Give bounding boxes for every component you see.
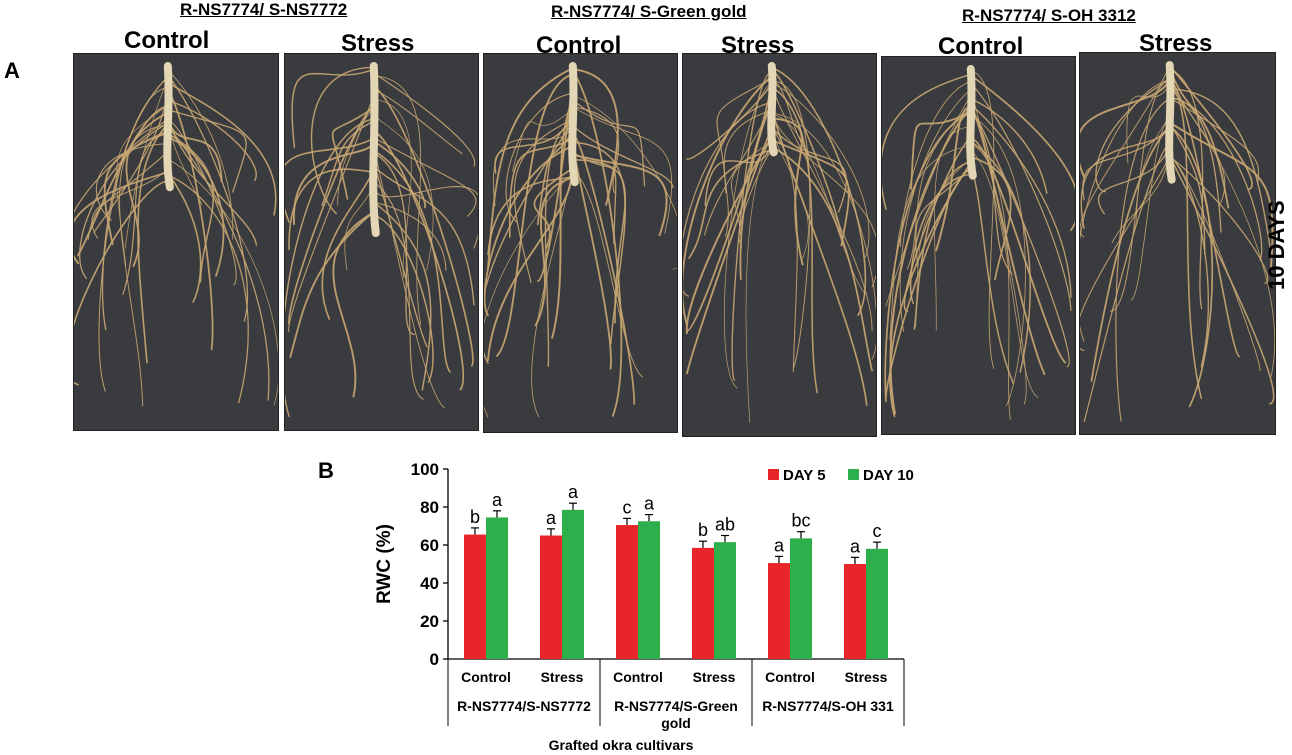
x-tick-label: Stress <box>693 669 736 685</box>
bar-day-5 <box>464 534 486 659</box>
x-tick-label: Control <box>765 669 815 685</box>
bar-day-10 <box>486 517 508 659</box>
root-photo-stress-3 <box>1079 52 1276 435</box>
bar-day-10 <box>866 548 888 659</box>
root-system-image <box>74 54 278 430</box>
root-photo-stress-2 <box>682 53 877 437</box>
group-label: R-NS7774/S-Green <box>614 698 738 714</box>
root-photo-stress-1 <box>284 53 479 431</box>
condition-label-control-3: Control <box>938 33 1024 60</box>
root-photo-control-1 <box>73 53 279 431</box>
x-axis-title: Grafted okra cultivars <box>549 737 694 753</box>
significance-letter: a <box>774 535 785 555</box>
bar-day-5 <box>616 525 638 659</box>
y-axis-title: RWC (%) <box>374 524 395 604</box>
condition-label-control-1: Control <box>124 27 210 54</box>
significance-letter: b <box>470 507 480 527</box>
y-tick-label: 40 <box>420 574 439 593</box>
significance-letter: c <box>623 497 632 517</box>
legend-label: DAY 10 <box>863 467 914 484</box>
group-title-3: R-NS7774/ S-OH 3312 <box>962 6 1136 25</box>
legend-swatch <box>848 469 859 480</box>
x-tick-label: Control <box>613 669 663 685</box>
y-tick-label: 80 <box>420 498 439 517</box>
bar-day-5 <box>768 563 790 659</box>
significance-letter: b <box>698 520 708 540</box>
bar-day-5 <box>692 547 714 659</box>
group-label: R-NS7774/S-NS7772 <box>457 698 591 714</box>
significance-letter: c <box>873 521 882 541</box>
legend-label: DAY 5 <box>783 467 826 484</box>
significance-letter: ab <box>715 515 735 535</box>
significance-letter: a <box>492 490 503 510</box>
root-system-image <box>683 54 876 436</box>
y-tick-label: 0 <box>430 650 439 669</box>
bar-day-10 <box>638 521 660 659</box>
group-title-1: R-NS7774/ S-NS7772 <box>180 0 348 19</box>
group-label: R-NS7774/S-OH 331 <box>762 698 894 714</box>
significance-letter: a <box>568 482 579 502</box>
y-tick-label: 60 <box>420 536 439 555</box>
x-tick-label: Stress <box>541 669 584 685</box>
root-system-image <box>1080 53 1275 434</box>
bar-day-10 <box>562 509 584 659</box>
panel-a-letter: A <box>4 58 20 83</box>
y-tick-label: 20 <box>420 612 439 631</box>
bar-day-5 <box>540 535 562 659</box>
bar-day-10 <box>790 538 812 659</box>
significance-letter: a <box>644 494 655 514</box>
root-system-image <box>882 57 1075 434</box>
root-photo-control-2 <box>483 53 678 433</box>
x-tick-label: Stress <box>845 669 888 685</box>
legend-swatch <box>768 469 779 480</box>
significance-letter: a <box>850 536 861 556</box>
x-tick-label: Control <box>461 669 511 685</box>
condition-label-stress-1: Stress <box>341 30 415 57</box>
bar-day-5 <box>844 564 866 659</box>
duration-label: 10 DAYS <box>1264 200 1289 290</box>
bar-day-10 <box>714 542 736 659</box>
root-system-image <box>285 54 478 430</box>
significance-letter: bc <box>791 511 810 531</box>
root-system-image <box>484 54 677 432</box>
group-label: gold <box>661 715 691 731</box>
significance-letter: a <box>546 508 557 528</box>
panel-b-letter: B <box>318 458 334 483</box>
root-photo-control-3 <box>881 56 1076 435</box>
y-tick-label: 100 <box>411 460 439 479</box>
group-title-2: R-NS7774/ S-Green gold <box>551 2 747 21</box>
